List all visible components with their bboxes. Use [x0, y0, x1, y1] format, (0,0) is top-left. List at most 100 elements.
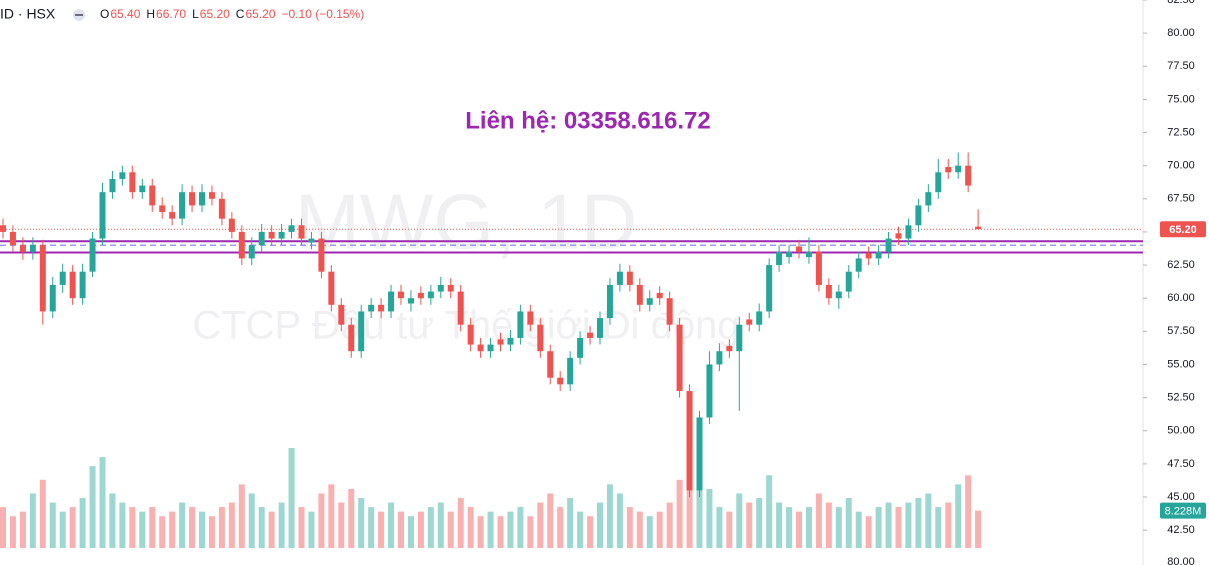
volume-bar	[59, 511, 66, 548]
candle-body	[885, 238, 892, 252]
volume-bar	[278, 502, 285, 548]
volume-bar	[368, 507, 375, 548]
volume-bar	[398, 511, 404, 548]
volume-bar	[417, 511, 424, 548]
candle-body	[666, 298, 673, 325]
candle-body	[368, 304, 375, 312]
candle-body	[796, 246, 802, 252]
volume-tag-label: 8.228M	[1165, 506, 1202, 518]
volume-bar	[338, 502, 345, 548]
volume-bar	[567, 498, 574, 548]
volume-bar	[975, 510, 982, 548]
y-tick-label: 60.00	[1167, 292, 1195, 304]
candle-body	[746, 319, 753, 325]
candle-body	[626, 271, 633, 285]
candle-body	[616, 271, 623, 285]
candle-body	[517, 311, 524, 338]
volume-bar	[895, 507, 902, 548]
volume-bar	[776, 502, 783, 548]
candle-body	[149, 185, 156, 206]
volume-bar	[49, 502, 56, 548]
y-tick-label: 82.50	[1167, 0, 1195, 6]
volume-bar	[39, 479, 46, 548]
volume-bar	[547, 493, 554, 548]
candle-body	[736, 324, 743, 352]
volume-bar	[945, 502, 952, 548]
volume-bar	[288, 448, 295, 548]
candle-body	[835, 291, 842, 299]
candle-body	[547, 351, 554, 378]
candle-body	[646, 298, 653, 305]
volume-bar	[616, 493, 623, 548]
volume-bar	[656, 511, 663, 548]
volume-tag	[1160, 502, 1206, 519]
volume-bar	[587, 516, 594, 548]
ohlc-key: L	[192, 7, 199, 21]
candle-body	[587, 332, 594, 338]
candle-body	[955, 165, 962, 173]
candle-body	[238, 231, 245, 259]
price-tag	[1160, 221, 1206, 238]
volume-bar	[407, 516, 414, 548]
candle-body	[69, 271, 76, 299]
volume-bar	[208, 516, 215, 548]
candle-body	[905, 225, 912, 239]
volume-bar	[358, 498, 365, 548]
volume-bar	[815, 493, 822, 548]
volume-bar	[477, 516, 484, 548]
candle-body	[378, 304, 385, 312]
volume-bar	[129, 507, 136, 548]
candle-body	[0, 225, 6, 232]
candle-body	[298, 225, 305, 239]
candle-body	[348, 324, 355, 352]
y-tick-label: 55.00	[1167, 358, 1195, 370]
volume-bar	[786, 507, 793, 548]
candle-body	[815, 251, 822, 285]
volume-bar	[447, 511, 454, 548]
candle-body	[199, 192, 205, 206]
volume-bar	[9, 516, 16, 548]
ohlc-value: 65.20	[200, 7, 230, 21]
volume-bar	[119, 502, 126, 548]
candle-body	[119, 172, 126, 179]
candle-body	[467, 324, 474, 345]
candle-body	[726, 345, 733, 352]
volume-bar	[686, 448, 693, 548]
y-tick-label: 42.50	[1167, 524, 1195, 536]
candle-body	[567, 357, 574, 385]
candle-body	[676, 324, 683, 391]
volume-bar	[298, 507, 305, 548]
candle-body	[895, 233, 902, 239]
volume-bar	[517, 507, 524, 548]
volume-bar	[497, 516, 504, 548]
volume-bar	[79, 498, 86, 548]
volume-bar	[905, 502, 912, 548]
volume-bar	[388, 502, 395, 548]
volume-bar	[29, 493, 36, 548]
watermark-subtitle: CTCP Đầu tư Thế giới Di động	[192, 304, 739, 348]
volume-bar	[935, 507, 942, 548]
volume-bar	[437, 502, 444, 548]
candle-body	[557, 377, 564, 385]
y-tick-label: 77.50	[1167, 60, 1195, 72]
ohlc-value: 66.70	[156, 7, 186, 21]
candle-body	[79, 271, 86, 299]
ohlc-value: 65.20	[245, 7, 275, 21]
candle-body	[497, 339, 504, 345]
price-tag-label: 65.20	[1169, 224, 1197, 236]
volume-bar	[457, 498, 464, 548]
y-tick-label: 47.50	[1167, 458, 1195, 470]
candle-body	[427, 291, 434, 299]
volume-bar	[557, 507, 564, 548]
candle-body	[258, 231, 265, 246]
y-tick-label: 80.00	[1167, 27, 1195, 39]
volume-bar	[696, 466, 703, 548]
candle-body	[39, 245, 46, 312]
candle-body	[228, 218, 235, 232]
y-tick-label: 57.50	[1167, 325, 1195, 337]
volume-bar	[527, 516, 534, 548]
candle-body	[487, 344, 494, 352]
candle-body	[338, 304, 345, 325]
